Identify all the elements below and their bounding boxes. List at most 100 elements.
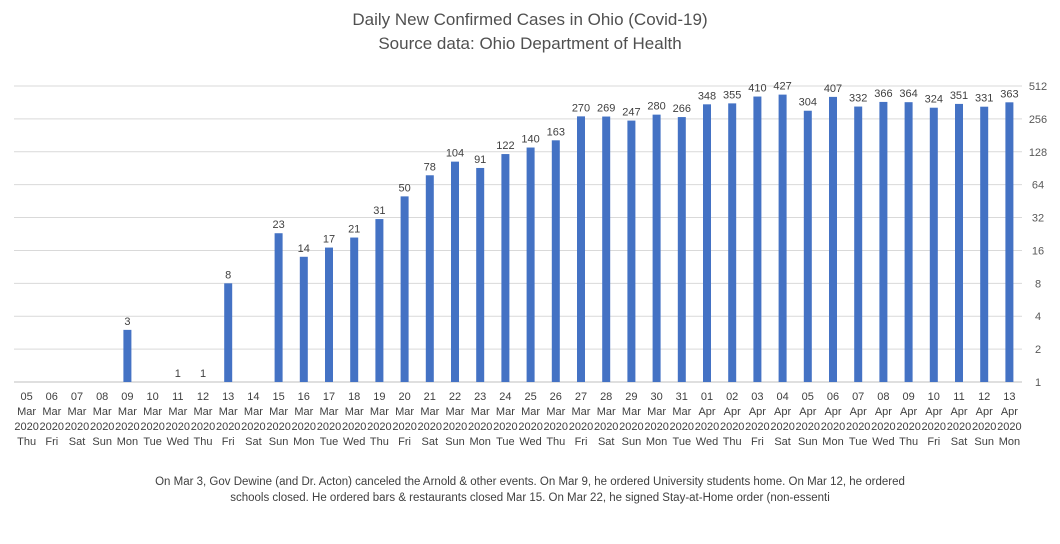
data-label: 1 [175,368,181,380]
data-label: 31 [373,205,385,217]
x-tick-label: 2020 [821,421,845,433]
footnote-line-1: On Mar 3, Gov Dewine (and Dr. Acton) can… [155,476,905,488]
x-tick-label: 06 [46,391,58,403]
x-tick-label: Fri [751,436,764,448]
x-tick-label: 05 [802,391,814,403]
x-tick-label: 10 [146,391,158,403]
x-tick-label: Apr [824,406,841,418]
x-tick-label: Apr [724,406,741,418]
x-tick-label: Apr [698,406,715,418]
x-tick-label: 2020 [544,421,568,433]
x-tick-label: Tue [849,436,868,448]
data-label: 23 [272,219,284,231]
bar [451,161,459,382]
y-tick-label: 8 [1035,278,1041,290]
x-tick-label: Sat [598,436,615,448]
bar [299,256,308,382]
x-tick-label: Mar [118,406,137,418]
x-tick-label: Apr [950,406,967,418]
x-tick-label: Fri [927,436,940,448]
x-tick-label: 17 [323,391,335,403]
x-tick-label: 16 [298,391,310,403]
bar [602,116,611,382]
x-tick-label: Apr [925,406,942,418]
x-tick-label: Mar [622,406,641,418]
x-tick-label: 2020 [871,421,895,433]
bar [803,110,812,382]
x-tick-label: Mon [822,436,843,448]
x-tick-label: Mar [194,406,213,418]
x-tick-label: Mar [219,406,238,418]
bar [123,329,132,382]
x-tick-label: Mar [420,406,439,418]
x-tick-label: 2020 [972,421,996,433]
x-tick-label: 11 [172,391,183,403]
x-tick-label: 12 [197,391,209,403]
bar [476,167,485,382]
data-label: 280 [647,101,665,113]
bar [224,283,233,382]
x-tick-label: 2020 [896,421,920,433]
x-tick-label: 2020 [770,421,794,433]
bar [904,102,913,383]
data-label: 364 [899,88,917,100]
data-label: 269 [597,103,615,115]
bar [677,117,686,382]
x-tick-label: 2020 [468,421,492,433]
x-tick-label: 2020 [90,421,114,433]
x-tick-label: Mar [647,406,666,418]
x-tick-label: Apr [850,406,867,418]
x-tick-label: Mon [117,436,138,448]
y-tick-label: 2 [1035,344,1041,356]
data-label: 266 [673,103,691,115]
x-tick-label: 13 [1003,391,1015,403]
x-tick-label: 2020 [518,421,542,433]
data-label: 332 [849,93,867,105]
x-tick-label: Mon [999,436,1020,448]
x-tick-label: Mar [370,406,389,418]
bar [400,196,409,382]
x-tick-label: 2020 [14,421,38,433]
data-label: 50 [398,182,410,194]
x-tick-label: 27 [575,391,587,403]
x-tick-label: 07 [71,391,83,403]
x-tick-label: 21 [424,391,436,403]
x-tick-label: 2020 [796,421,820,433]
data-label: 78 [424,161,436,173]
bar [1005,102,1014,383]
data-label: 363 [1000,88,1018,100]
x-tick-label: Mon [469,436,490,448]
x-tick-label: Sun [92,436,112,448]
x-tick-label: 26 [550,391,562,403]
x-tick-label: 2020 [166,421,190,433]
x-tick-label: Mar [597,406,616,418]
x-tick-label: Mar [17,406,36,418]
bar [350,237,359,382]
x-tick-label: 06 [827,391,839,403]
x-tick-label: Tue [143,436,162,448]
bar [879,101,888,382]
bar [652,114,661,383]
x-tick-label: Apr [799,406,816,418]
bar-chart: 124816326412825651205Mar2020Thu06Mar2020… [14,81,1047,448]
x-tick-label: Fri [222,436,235,448]
x-tick-label: Mar [143,406,162,418]
y-tick-label: 4 [1035,311,1041,323]
data-label: 1 [200,368,206,380]
data-label: 324 [925,94,943,106]
x-tick-label: Sun [269,436,289,448]
x-tick-label: Mar [93,406,112,418]
bar [501,154,510,382]
data-label: 427 [773,81,791,93]
x-tick-label: Wed [519,436,541,448]
x-tick-label: Apr [1001,406,1018,418]
x-tick-label: Thu [194,436,213,448]
y-tick-label: 1 [1035,377,1041,389]
data-label: 410 [748,83,766,95]
data-label: 247 [622,107,640,119]
x-tick-label: 2020 [292,421,316,433]
data-label: 366 [874,88,892,100]
x-tick-label: Thu [370,436,389,448]
x-tick-label: Thu [899,436,918,448]
data-label: 8 [225,269,231,281]
